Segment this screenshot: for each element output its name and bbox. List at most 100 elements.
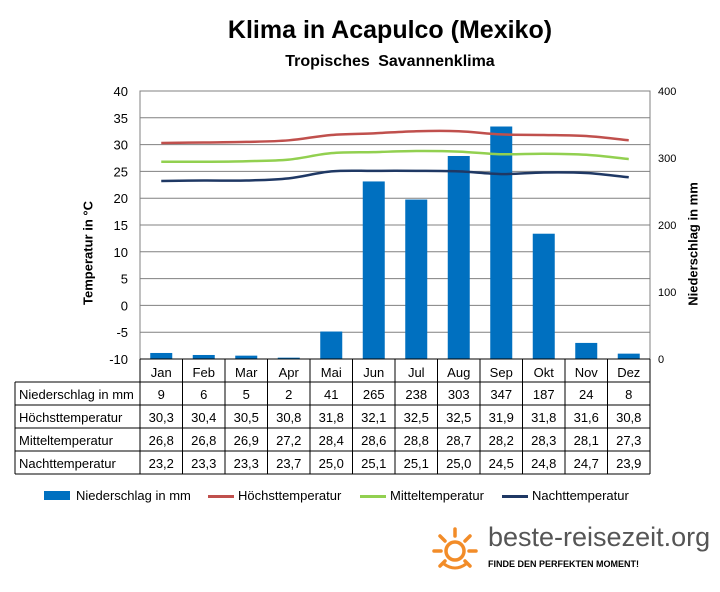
legend-swatch-line [502, 495, 528, 498]
table-cell: 303 [448, 387, 470, 402]
bar-okt [532, 233, 555, 359]
legend-label: Höchsttemperatur [238, 488, 342, 503]
x-tick-label: Feb [193, 365, 215, 380]
table-cell: 23,9 [616, 456, 641, 471]
bar-jun [362, 181, 385, 359]
table-cell: 25,1 [361, 456, 386, 471]
table-cell: 32,1 [361, 410, 386, 425]
bar-apr [277, 357, 300, 359]
table-cell: 23,7 [276, 456, 301, 471]
x-tick-label: Jan [151, 365, 172, 380]
table-cell: 265 [363, 387, 385, 402]
table-cell: 30,5 [234, 410, 259, 425]
y-tick-label-left: 35 [114, 111, 128, 126]
bar-mai [320, 331, 343, 359]
bar-jan [150, 352, 173, 359]
y-tick-label-left: 40 [114, 84, 128, 99]
sun-icon [432, 527, 478, 570]
table-cell: 25,0 [446, 456, 471, 471]
x-tick-label: Nov [575, 365, 599, 380]
table-cell: 26,9 [234, 433, 259, 448]
legend-label: Nachttemperatur [532, 488, 629, 503]
y-tick-label-left: 30 [114, 138, 128, 153]
brand-logo[interactable]: beste-reisezeit.org FINDE DEN PERFEKTEN … [430, 522, 720, 592]
y-tick-label-left: -5 [116, 325, 128, 340]
table-cell: 2 [285, 387, 292, 402]
legend-label: Niederschlag in mm [76, 488, 191, 503]
table-cell: 26,8 [149, 433, 174, 448]
table-cell: 31,8 [319, 410, 344, 425]
y-tick-label-left: 15 [114, 218, 128, 233]
table-cell: 27,2 [276, 433, 301, 448]
y-tick-label-left: 5 [121, 272, 128, 287]
table-cell: 25,1 [404, 456, 429, 471]
x-tick-label: Mar [235, 365, 258, 380]
table-row-label: Niederschlag in mm [19, 387, 134, 402]
table-cell: 5 [243, 387, 250, 402]
table-cell: 28,2 [489, 433, 514, 448]
table-cell: 31,6 [574, 410, 599, 425]
bar-sep [490, 126, 513, 359]
table-cell: 30,4 [191, 410, 216, 425]
y-tick-label-right: 400 [658, 86, 676, 98]
table-cell: 23,3 [191, 456, 216, 471]
table-cell: 238 [405, 387, 427, 402]
x-tick-label: Aug [447, 365, 470, 380]
bar-nov [575, 342, 598, 359]
x-tick-label: Mai [321, 365, 342, 380]
x-tick-label: Sep [490, 365, 513, 380]
logo-text: beste-reisezeit.org [488, 522, 711, 552]
series-line-3 [161, 169, 629, 183]
table-cell: 41 [324, 387, 338, 402]
table-cell: 26,8 [191, 433, 216, 448]
legend-swatch-line [360, 495, 386, 498]
table-row-label: Mitteltemperatur [19, 433, 114, 448]
table-cell: 31,9 [489, 410, 514, 425]
chart-subtitle: Tropisches Savannenklima [285, 53, 495, 70]
table-cell: 30,3 [149, 410, 174, 425]
table-cell: 30,8 [616, 410, 641, 425]
table-cell: 24,7 [574, 456, 599, 471]
bar-mar [235, 355, 258, 359]
table-cell: 27,3 [616, 433, 641, 448]
table-cell: 28,6 [361, 433, 386, 448]
y-tick-label-right: 100 [658, 287, 676, 299]
bar-jul [405, 199, 428, 359]
bar-dez [617, 353, 640, 359]
bar-aug [447, 155, 470, 359]
table-row-label: Höchsttemperatur [19, 410, 123, 425]
table-cell: 24,8 [531, 456, 556, 471]
table-cell: 25,0 [319, 456, 344, 471]
table-cell: 28,3 [531, 433, 556, 448]
legend-label: Mitteltemperatur [390, 488, 484, 503]
table-cell: 9 [158, 387, 165, 402]
table-cell: 30,8 [276, 410, 301, 425]
table-cell: 23,3 [234, 456, 259, 471]
table-cell: 28,8 [404, 433, 429, 448]
table-cell: 32,5 [404, 410, 429, 425]
y-tick-label-right: 0 [658, 354, 664, 366]
logo-tagline: FINDE DEN PERFEKTEN MOMENT! [488, 559, 640, 569]
y-tick-label-left: 0 [121, 298, 128, 313]
table-cell: 28,1 [574, 433, 599, 448]
series-line-1 [161, 129, 629, 145]
table-cell: 187 [533, 387, 555, 402]
table-cell: 32,5 [446, 410, 471, 425]
bar-feb [192, 354, 215, 359]
y-tick-label-right: 300 [658, 153, 676, 165]
table-cell: 24,5 [489, 456, 514, 471]
y-tick-label-left: -10 [109, 352, 128, 367]
table-cell: 23,2 [149, 456, 174, 471]
x-tick-label: Jul [408, 365, 425, 380]
series-line-2 [161, 149, 629, 164]
table-cell: 28,7 [446, 433, 471, 448]
y-tick-label-right: 200 [658, 220, 676, 232]
legend-swatch-bar [44, 491, 70, 500]
x-tick-label: Apr [279, 365, 300, 380]
table-cell: 8 [625, 387, 632, 402]
y-tick-label-left: 10 [114, 245, 128, 260]
x-tick-label: Jun [363, 365, 384, 380]
x-tick-label: Dez [617, 365, 640, 380]
chart-title: Klima in Acapulco (Mexiko) [227, 16, 553, 44]
